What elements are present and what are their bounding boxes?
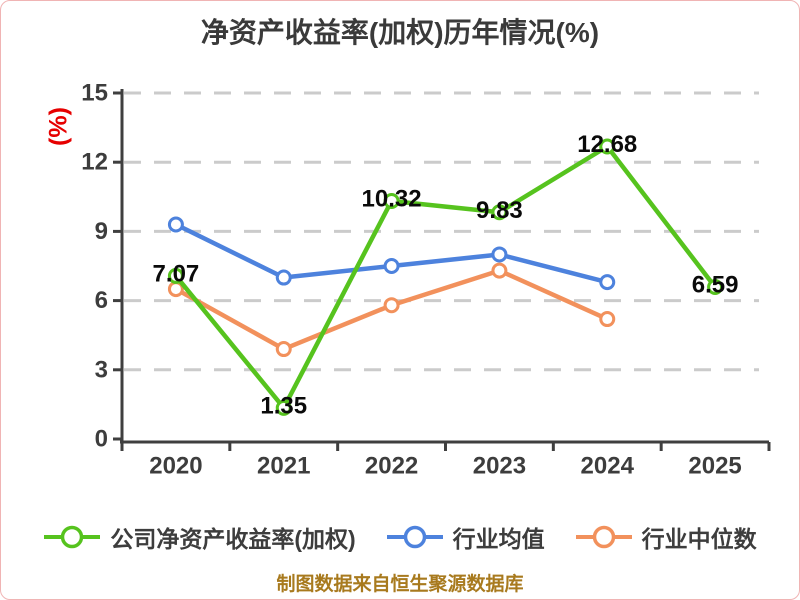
legend-item-1: 行业均值 [386,520,545,554]
series-line-0 [173,144,718,411]
legend: 公司净资产收益率(加权) 行业均值 行业中位数 [1,520,799,554]
data-point [167,216,184,233]
legend-marker-icon [575,525,632,549]
data-label: 12.68 [577,131,637,158]
legend-marker-icon [386,525,443,549]
x-tick-label: 2024 [581,453,635,480]
data-point [491,262,508,279]
data-point [491,204,508,221]
y-tick-label: 12 [81,149,108,176]
legend-marker-circle [403,525,426,549]
data-point [599,138,616,155]
y-tick-label: 3 [95,356,108,383]
data-label: 9.83 [476,197,523,224]
legend-item-2: 行业中位数 [575,520,757,554]
data-point [275,399,292,416]
legend-item-0: 公司净资产收益率(加权) [43,520,356,554]
x-tick-label: 2025 [688,453,741,480]
data-point [599,274,616,291]
data-label: 7.07 [153,260,200,287]
legend-item-label: 公司净资产收益率(加权) [110,526,356,552]
data-point [383,297,400,314]
x-tick-label: 2022 [365,453,418,480]
data-label: 10.32 [362,185,422,212]
legend-item-label: 行业均值 [452,526,545,552]
legend-marker-icon [44,525,101,549]
y-tick-label: 15 [81,80,108,107]
data-point [275,269,292,286]
x-tick-label: 2021 [257,453,310,480]
y-tick-label: 6 [95,287,108,314]
x-tick-label: 2020 [149,453,202,480]
data-point [275,341,292,358]
data-source-caption: 制图数据来自恒生聚源数据库 [276,574,524,595]
y-tick-label: 0 [95,426,108,453]
legend-item-label: 行业中位数 [641,526,757,552]
data-point [167,267,184,284]
chart-title: 净资产收益率(加权)历年情况(%) [200,17,600,48]
data-point [491,246,508,263]
data-point [599,311,616,328]
data-label: 1.35 [260,392,307,419]
legend-marker-circle [61,525,84,549]
chart-canvas: 0 3 6 9 12 15 2020 2021 2022 2023 2024 2025 7.07 1.35… [81,80,771,480]
y-tick-label: 9 [95,218,108,245]
x-tick-label: 2023 [473,453,526,480]
data-point [707,278,724,295]
data-label: 6.59 [692,271,739,298]
data-point [383,192,400,209]
legend-marker-circle [592,525,615,549]
data-point [383,258,400,274]
